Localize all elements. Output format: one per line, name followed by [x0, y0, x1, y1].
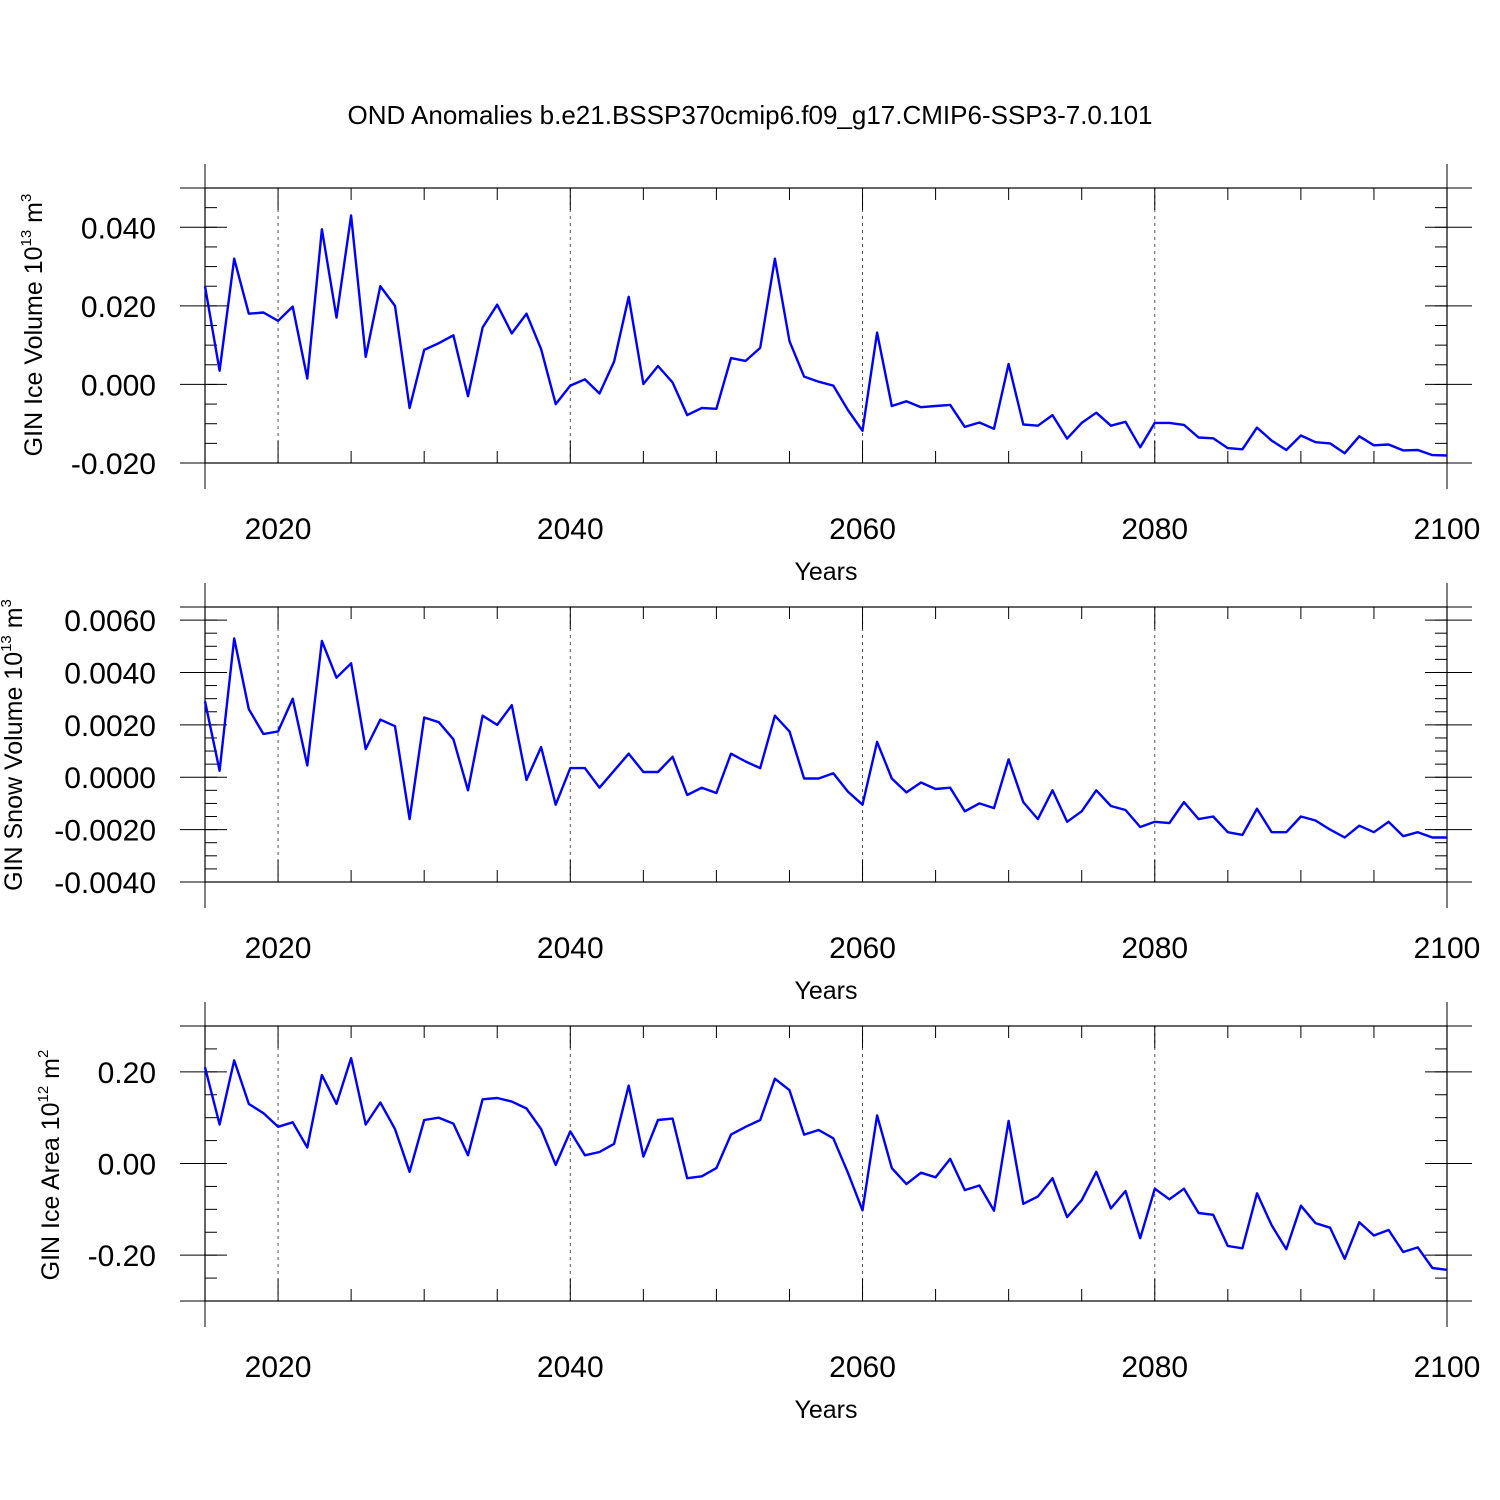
x-tick-label: 2020: [245, 513, 312, 546]
plot-frame: [204, 1025, 1448, 1302]
x-tick-label: 2040: [537, 932, 604, 965]
y-tick-label: -0.020: [71, 448, 156, 481]
y-tick-label: -0.0020: [54, 815, 156, 848]
panel-snow-volume: -0.0040 -0.0020 0.0000 0.0020 0.0040 0.0060 2…: [0, 583, 1480, 1005]
y-tick-label: -0.0040: [54, 867, 156, 900]
y-tick-label: -0.20: [88, 1240, 156, 1273]
y-tick-label: 0.0020: [64, 710, 156, 743]
plot-frame: [204, 606, 1448, 883]
y-tick-labels: -0.0040 -0.0020 0.0000 0.0020 0.0040 0.0060: [54, 605, 156, 900]
x-tick-label: 2100: [1414, 932, 1481, 965]
y-tick-label: 0.20: [98, 1057, 156, 1090]
y-axis-title: GIN Ice Volume 1013 m3: [18, 194, 48, 457]
x-tick-label: 2100: [1414, 1351, 1481, 1384]
x-tick-label: 2080: [1121, 932, 1188, 965]
panel-ice-area: -0.20 0.00 0.20 2020 2040 2060 2080 2100 Years…: [35, 1002, 1480, 1424]
x-gridlines: [277, 607, 1156, 882]
x-tick-labels: 2020 2040 2060 2080 2100: [245, 932, 1481, 965]
x-tick-label: 2020: [245, 932, 312, 965]
y-tick-label: 0.0060: [64, 605, 156, 638]
y-tick-labels: -0.020 0.000 0.020 0.040: [71, 212, 156, 481]
y-tick-label: 0.0040: [64, 657, 156, 690]
y-tick-label: 0.00: [98, 1149, 156, 1182]
plot-frame: [204, 187, 1448, 464]
x-axis-title: Years: [794, 977, 857, 1005]
x-tick-label: 2060: [829, 1351, 896, 1384]
x-tick-label: 2100: [1414, 513, 1481, 546]
x-axis-title: Years: [794, 558, 857, 586]
y-tick-label: 0.040: [81, 212, 156, 245]
axis-ticks: [180, 1002, 1472, 1327]
x-tick-label: 2060: [829, 932, 896, 965]
figure-title: OND Anomalies b.e21.BSSP370cmip6.f09_g17…: [347, 100, 1152, 130]
x-tick-label: 2040: [537, 1351, 604, 1384]
y-axis-title: GIN Ice Area 1012 m2: [35, 1050, 65, 1281]
x-tick-label: 2040: [537, 513, 604, 546]
x-axis-title: Years: [794, 1396, 857, 1424]
x-tick-label: 2080: [1121, 1351, 1188, 1384]
x-tick-label: 2060: [829, 513, 896, 546]
axis-ticks: [180, 164, 1472, 489]
y-tick-labels: -0.20 0.00 0.20: [88, 1057, 156, 1273]
x-tick-labels: 2020 2040 2060 2080 2100: [245, 513, 1481, 546]
y-axis-title: GIN Snow Volume 1013 m3: [0, 599, 28, 891]
ice-volume-line: [203, 214, 1448, 457]
x-tick-labels: 2020 2040 2060 2080 2100: [245, 1351, 1481, 1384]
x-tick-label: 2080: [1121, 513, 1188, 546]
ice-area-line: [203, 1056, 1448, 1271]
y-tick-label: 0.020: [81, 291, 156, 324]
snow-volume-line: [203, 637, 1447, 839]
y-tick-label: 0.000: [81, 369, 156, 402]
y-tick-label: 0.0000: [64, 762, 156, 795]
panel-ice-volume: -0.020 0.000 0.020 0.040 2020 2040 2060 2080 21…: [18, 164, 1480, 586]
axis-ticks: [180, 583, 1472, 908]
x-tick-label: 2020: [245, 1351, 312, 1384]
x-gridlines: [277, 1026, 1156, 1301]
